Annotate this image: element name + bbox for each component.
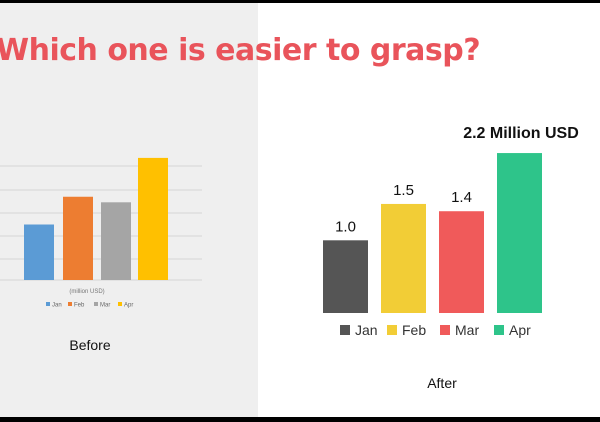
after-data-label: 2.2 Million USD — [463, 125, 579, 142]
after-caption: After — [427, 375, 457, 391]
before-bar-mar — [101, 202, 131, 280]
after-bar-mar — [439, 211, 484, 313]
after-legend-swatch — [440, 325, 450, 335]
before-legend-swatch — [94, 302, 98, 306]
after-legend-label: Apr — [509, 322, 531, 338]
after-legend-swatch — [340, 325, 350, 335]
after-legend-swatch — [387, 325, 397, 335]
after-legend-label: Feb — [402, 322, 426, 338]
before-x-axis-label: (million USD) — [69, 289, 104, 295]
after-bar-feb — [381, 203, 426, 313]
before-legend-label: Mar — [100, 303, 110, 309]
before-caption: Before — [69, 337, 111, 353]
after-legend-swatch — [494, 325, 504, 335]
before-bar-apr — [138, 157, 168, 280]
after-legend-label: Jan — [355, 322, 378, 338]
slide: Which one is easier to grasp? (million U… — [0, 3, 600, 417]
charts-canvas: (million USD) Jan Feb Mar Apr 1.0 1.5 1.4 2.2 Mi… — [0, 125, 579, 338]
before-legend-swatch — [68, 302, 72, 306]
before-legend-swatch — [118, 302, 122, 306]
after-legend-label: Mar — [455, 322, 479, 338]
before-bar-feb — [63, 196, 93, 280]
after-bar-apr — [497, 153, 542, 313]
after-data-label: 1.4 — [451, 189, 472, 206]
before-legend-label: Apr — [124, 303, 133, 309]
before-bar-jan — [24, 224, 54, 280]
slide-title: Which one is easier to grasp? — [0, 33, 481, 68]
before-legend-label: Jan — [52, 303, 62, 309]
before-legend-swatch — [46, 302, 50, 306]
after-bar-jan — [323, 240, 368, 313]
after-data-label: 1.0 — [335, 218, 356, 235]
after-data-label: 1.5 — [393, 182, 414, 199]
before-legend-label: Feb — [74, 303, 85, 309]
